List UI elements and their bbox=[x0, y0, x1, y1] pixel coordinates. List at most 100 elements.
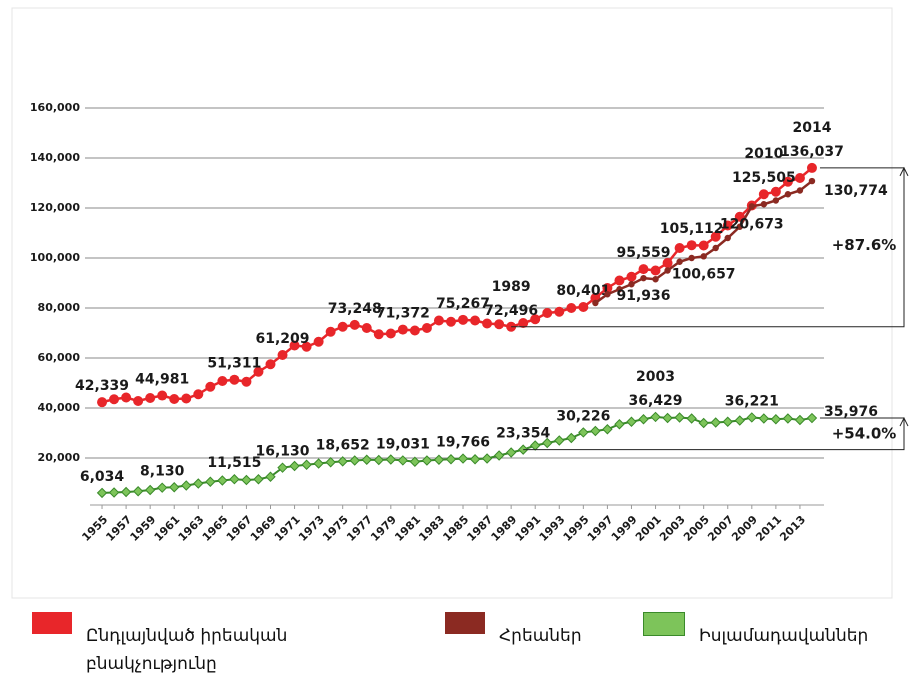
point bbox=[700, 253, 707, 260]
point bbox=[337, 456, 348, 467]
x-tick-label: 1963 bbox=[176, 513, 207, 544]
point bbox=[193, 478, 204, 489]
point bbox=[193, 389, 204, 400]
point bbox=[808, 177, 816, 185]
point bbox=[746, 412, 758, 423]
data-label: 42,339 bbox=[75, 378, 129, 394]
point bbox=[724, 234, 731, 242]
point bbox=[686, 413, 697, 424]
annotation: 2003 bbox=[636, 369, 675, 385]
point bbox=[590, 425, 601, 437]
point bbox=[121, 392, 132, 403]
data-label: 105,112 bbox=[660, 221, 724, 237]
point bbox=[782, 176, 793, 187]
point bbox=[229, 474, 240, 485]
y-tick-label: 100,000 bbox=[30, 251, 80, 264]
point bbox=[421, 323, 432, 333]
data-label: 51,311 bbox=[207, 356, 261, 372]
point bbox=[458, 314, 469, 325]
x-tick-label: 2009 bbox=[729, 513, 760, 544]
point bbox=[626, 416, 637, 427]
point bbox=[806, 412, 818, 424]
data-label: 73,248 bbox=[328, 301, 382, 317]
point bbox=[445, 316, 456, 327]
x-tick-label: 1975 bbox=[320, 513, 351, 544]
point bbox=[325, 457, 336, 468]
point bbox=[676, 258, 683, 265]
data-label: 44,981 bbox=[135, 372, 189, 388]
legend-item: Հրեաներ bbox=[445, 612, 649, 650]
point bbox=[542, 437, 553, 449]
point bbox=[554, 435, 565, 446]
x-tick-label: 1983 bbox=[416, 513, 447, 544]
point bbox=[482, 318, 493, 329]
point bbox=[253, 366, 264, 377]
annotation: 2010 bbox=[744, 146, 783, 162]
point bbox=[385, 328, 396, 339]
point bbox=[421, 455, 433, 466]
point bbox=[181, 480, 192, 491]
legend-label: Ընդլայնված իրեական բնակչությունը bbox=[86, 626, 288, 674]
point bbox=[385, 454, 397, 465]
point bbox=[626, 271, 637, 282]
point bbox=[96, 487, 108, 499]
point bbox=[373, 329, 384, 340]
point bbox=[349, 319, 360, 330]
point bbox=[120, 486, 132, 498]
point bbox=[145, 393, 156, 403]
x-tick-label: 1977 bbox=[344, 513, 375, 544]
point bbox=[782, 413, 794, 424]
x-tick-label: 1969 bbox=[248, 513, 279, 544]
legend-swatch bbox=[445, 612, 485, 634]
point bbox=[157, 390, 168, 401]
point bbox=[674, 412, 685, 423]
point bbox=[530, 314, 541, 325]
x-tick-label: 1965 bbox=[200, 513, 231, 544]
data-label: 125,505 bbox=[732, 170, 796, 186]
data-label: 80,401 bbox=[556, 283, 610, 299]
x-tick-label: 1995 bbox=[561, 513, 592, 544]
point bbox=[578, 427, 589, 438]
point bbox=[409, 456, 421, 467]
point bbox=[494, 319, 505, 330]
x-tick-label: 1985 bbox=[440, 513, 471, 544]
point bbox=[518, 318, 529, 328]
y-tick-label: 80,000 bbox=[38, 301, 81, 314]
point bbox=[277, 462, 288, 473]
data-label: 23,354 bbox=[496, 426, 550, 442]
x-tick-label: 1967 bbox=[224, 513, 255, 544]
chart-frame bbox=[11, 7, 893, 599]
x-tick-label: 1959 bbox=[128, 513, 159, 544]
point bbox=[217, 475, 228, 486]
point bbox=[301, 341, 312, 352]
change-arrow bbox=[899, 166, 909, 177]
point bbox=[97, 397, 108, 408]
point bbox=[469, 454, 481, 465]
y-tick-label: 40,000 bbox=[38, 401, 81, 414]
point bbox=[361, 323, 372, 333]
data-label: 36,221 bbox=[725, 393, 779, 409]
data-label: 16,130 bbox=[256, 444, 310, 460]
point bbox=[205, 476, 216, 487]
point bbox=[604, 291, 611, 298]
point bbox=[470, 315, 481, 326]
point bbox=[662, 412, 673, 424]
data-label: 19,766 bbox=[436, 435, 490, 451]
point bbox=[758, 413, 770, 424]
point bbox=[301, 459, 312, 470]
x-tick-label: 1955 bbox=[79, 513, 110, 544]
data-label: 61,209 bbox=[256, 331, 310, 347]
point bbox=[748, 203, 756, 210]
legend-item: Իսլամադավաններ bbox=[643, 612, 909, 650]
data-label: 30,226 bbox=[556, 408, 610, 424]
point bbox=[445, 454, 457, 465]
y-tick-label: 160,000 bbox=[30, 101, 80, 114]
point bbox=[433, 315, 444, 326]
point bbox=[517, 444, 529, 455]
point bbox=[794, 173, 805, 183]
y-tick-label: 140,000 bbox=[30, 151, 80, 164]
change-arrow bbox=[899, 416, 909, 427]
point bbox=[650, 411, 661, 423]
point bbox=[650, 265, 661, 276]
